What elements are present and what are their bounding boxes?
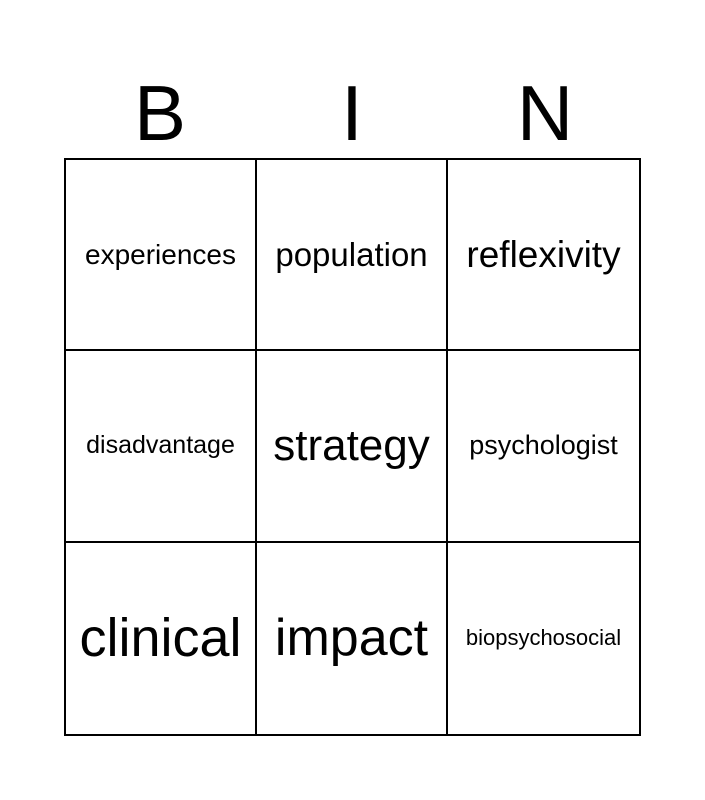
bingo-cell[interactable]: psychologist bbox=[448, 351, 639, 543]
bingo-grid: experiences population reflexivity disad… bbox=[64, 158, 641, 736]
bingo-cell[interactable]: disadvantage bbox=[66, 351, 257, 543]
bingo-cell[interactable]: strategy bbox=[257, 351, 448, 543]
header-letter-i: I bbox=[341, 69, 363, 157]
header-letter-b: B bbox=[133, 69, 187, 157]
header-letter-n: N bbox=[516, 69, 574, 157]
bingo-cell[interactable]: population bbox=[257, 160, 448, 352]
bingo-cell[interactable]: experiences bbox=[66, 160, 257, 352]
bingo-cell[interactable]: reflexivity bbox=[448, 160, 639, 352]
bingo-cell[interactable]: biopsychosocial bbox=[465, 625, 622, 651]
bingo-cell[interactable]: clinical bbox=[66, 542, 257, 734]
bingo-cell[interactable]: impact bbox=[257, 542, 448, 734]
